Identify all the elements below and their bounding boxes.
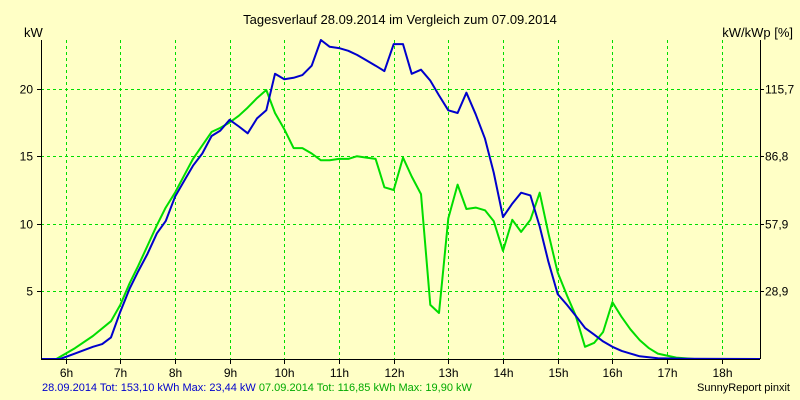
right-axis-unit: kW/kWp [%] [722,25,793,40]
axes [37,40,764,364]
footer-blue-summary: 28.09.2014 Tot: 153,10 kWh Max: 23,44 kW [42,382,256,394]
x-tick-label: 9h [224,366,237,380]
x-tick-label: 14h [493,366,513,380]
y-tick-label-left: 5 [26,285,33,299]
chart-title: Tagesverlauf 28.09.2014 im Vergleich zum… [243,12,557,27]
x-tick-label: 12h [384,366,404,380]
grid [41,40,760,359]
left-axis-unit: kW [24,25,44,40]
x-tick-label: 8h [169,366,182,380]
x-tick-label: 13h [438,366,458,380]
y-tick-label-left: 15 [20,150,34,164]
x-tick-label: 18h [712,366,732,380]
y-tick-label-left: 10 [20,218,34,232]
y-tick-label-right: 28,9 [765,285,789,299]
series-lines [41,39,761,360]
y-tick-label-left: 20 [20,83,34,97]
x-tick-label: 15h [548,366,568,380]
y-tick-label-right: 57,9 [765,218,789,232]
brand-credit: SunnyReport pinxit [697,382,790,394]
x-tick-label: 17h [657,366,677,380]
x-tick-label: 6h [60,366,73,380]
x-tick-label: 7h [114,366,127,380]
series-line-green [41,89,760,360]
tick-labels: 6h 7h 8h 9h 10h 11h 12h 13h 14h 15h 16h 17h 18h 5 10 15… [20,83,795,381]
footer-green-summary: 07.09.2014 Tot: 116,85 kWh Max: 19,90 kW [258,382,472,394]
y-tick-label-right: 86,8 [765,150,789,164]
chart-footer: 28.09.2014 Tot: 153,10 kWh Max: 23,44 kW… [42,382,472,394]
x-tick-label: 11h [330,366,349,380]
series-line-blue [41,39,761,360]
x-tick-label: 10h [274,366,294,380]
x-tick-label: 16h [602,366,622,380]
y-tick-label-right: 115,7 [765,83,794,97]
